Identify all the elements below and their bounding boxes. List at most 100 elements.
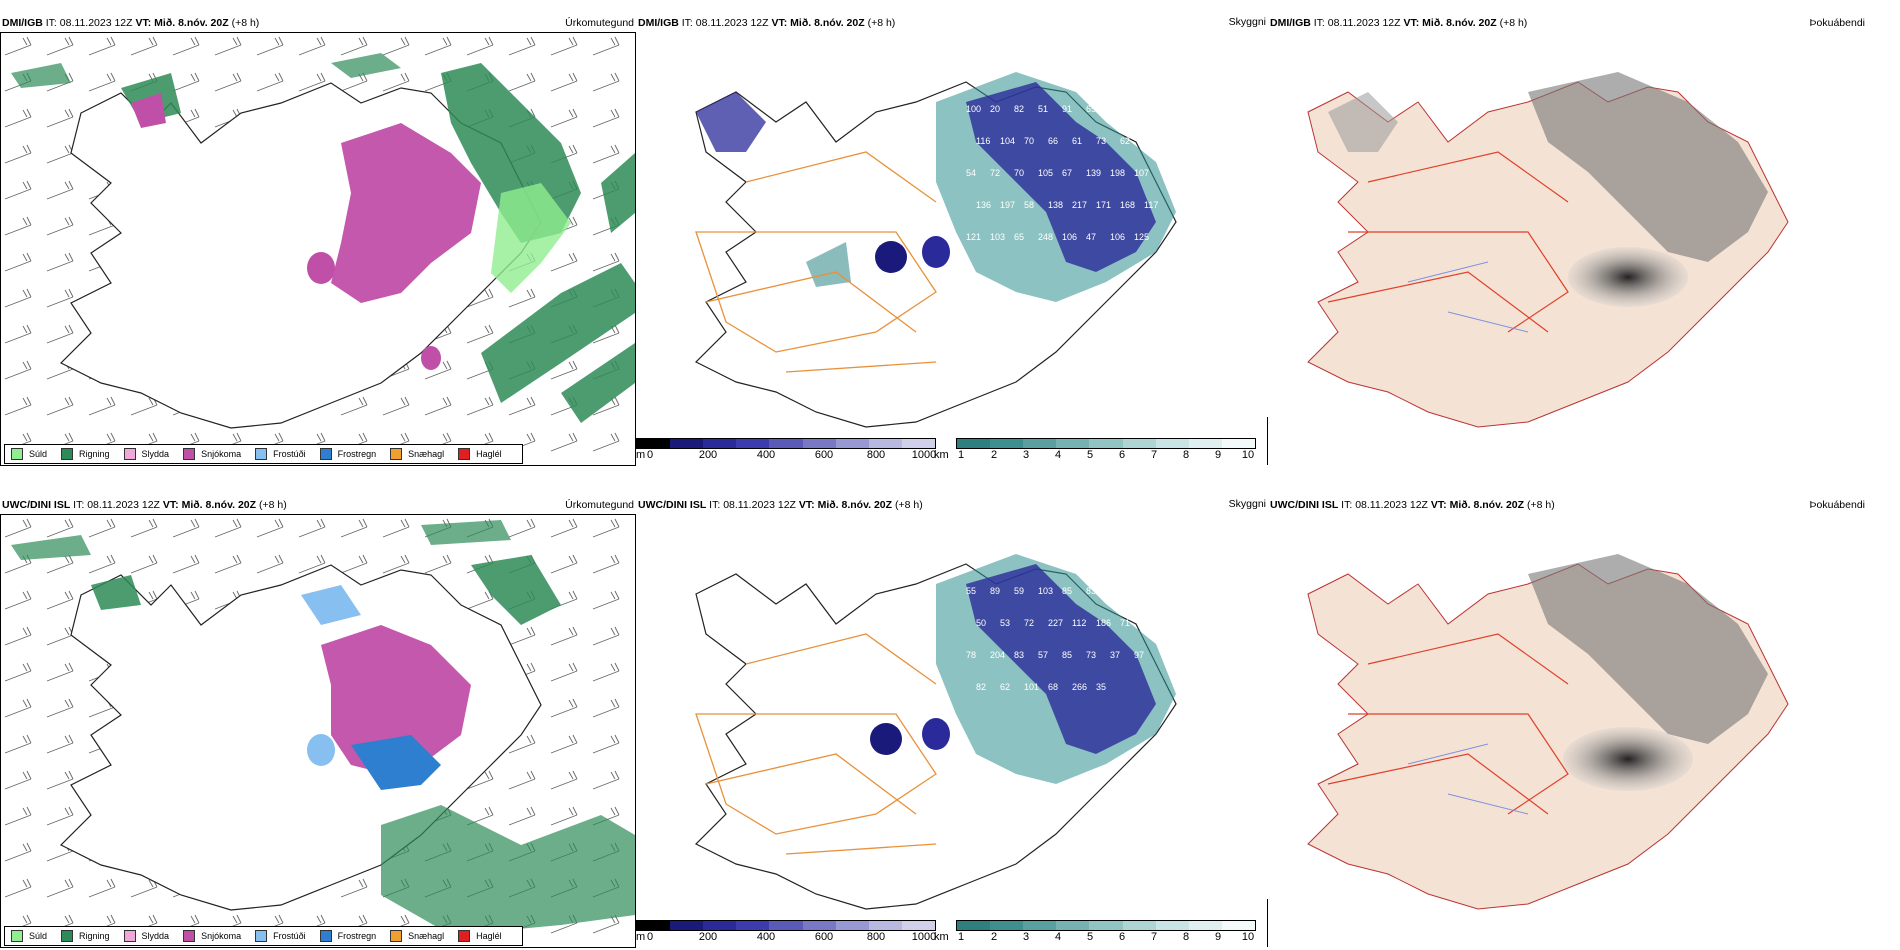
visibility-value-label: 57 (1038, 650, 1048, 660)
tick-label: 9 (1214, 931, 1222, 943)
tick-label: 8 (1182, 449, 1190, 461)
visibility-value-label: 83 (1086, 586, 1096, 596)
unit-label: m (636, 449, 646, 461)
tick-label: 7 (1150, 931, 1158, 943)
visibility-value-label: 82 (1014, 104, 1024, 114)
tick-label: 600 (814, 449, 834, 461)
fog-panel-row2: UWC/DINI ISL IT: 08.11.2023 12Z VT: Mið.… (1268, 496, 1900, 948)
visibility-value-label: 100 (966, 104, 981, 114)
visibility-colorbar-m: m 0 200 400 600 800 1000 (636, 920, 936, 945)
visibility-value-label: 106 (1062, 232, 1077, 242)
visibility-value-label: 227 (1048, 618, 1063, 628)
panel-title: DMI/IGB IT: 08.11.2023 12Z VT: Mið. 8.nó… (1270, 17, 1528, 29)
visibility-value-label: 125 (1134, 232, 1149, 242)
precip-map (0, 514, 636, 948)
tick-label: 1000 (911, 449, 937, 461)
visibility-value-label: 66 (1048, 136, 1058, 146)
visibility-value-label: 45 (1134, 586, 1144, 596)
visibility-value-label: 97 (1134, 650, 1144, 660)
legend-item: Súld (11, 448, 47, 460)
visibility-value-label: 139 (1086, 168, 1101, 178)
tick-label: 7 (1150, 449, 1158, 461)
visibility-map: 55 89 59 103 85 83 48 45 50 53 72 227 112 186 71 89 78 20… (636, 514, 1268, 914)
tick-label: 800 (866, 931, 886, 943)
tick-label: 1000 (911, 931, 937, 943)
visibility-value-label: 65 (1086, 104, 1096, 114)
visibility-value-label: 91 (1062, 104, 1072, 114)
visibility-value-label: 48 (1110, 586, 1120, 596)
visibility-value-labels: 100 20 82 51 91 65 59 89 116 104 70 66 61 73 62 57 54 72 7… (966, 104, 1158, 242)
tick-label: 8 (1182, 931, 1190, 943)
panel-title: DMI/IGB IT: 08.11.2023 12Z VT: Mið. 8.nó… (2, 17, 260, 29)
visibility-map: 100 20 82 51 91 65 59 89 116 104 70 66 61 73 62 57 54 72 7… (636, 32, 1268, 432)
tick-label: 400 (756, 931, 776, 943)
panel-variable-name: Skyggni (1228, 16, 1266, 28)
visibility-value-label: 85 (1062, 650, 1072, 660)
colorbar-km-bar (956, 920, 1256, 931)
visibility-svg-row1: 100 20 82 51 91 65 59 89 116 104 70 66 61 73 62 57 54 72 7… (694, 72, 1177, 428)
visibility-value-label: 47 (1086, 232, 1096, 242)
visibility-value-label: 89 (990, 586, 1000, 596)
visibility-value-label: 197 (1000, 200, 1015, 210)
visibility-colorbar-m: m 0 200 400 600 800 1000 (636, 438, 936, 463)
tick-label: 1 (957, 931, 965, 943)
visibility-value-label: 101 (1024, 682, 1039, 692)
visibility-value-label: 104 (1000, 136, 1015, 146)
panel-variable-name: Úrkomutegund (565, 17, 634, 29)
unit-label: km (934, 931, 949, 943)
visibility-value-label: 89 (1134, 104, 1144, 114)
precip-map (0, 32, 636, 466)
colorbar-m-bar (636, 920, 936, 931)
visibility-value-label: 68 (1048, 682, 1058, 692)
visibility-value-label: 55 (966, 586, 976, 596)
tick-label: 200 (698, 449, 718, 461)
visibility-value-label: 204 (990, 650, 1005, 660)
unit-label: m (636, 931, 646, 943)
visibility-value-label: 71 (1120, 618, 1130, 628)
tick-label: 200 (698, 931, 718, 943)
visibility-value-label: 59 (1014, 586, 1024, 596)
visibility-value-label: 37 (1110, 650, 1120, 660)
legend-item: Rigning (61, 930, 110, 942)
panel-variable-name: Skyggni (1228, 498, 1266, 510)
tick-label: 1 (957, 449, 965, 461)
fog-panel-row1: DMI/IGB IT: 08.11.2023 12Z VT: Mið. 8.nó… (1268, 14, 1900, 466)
panel-variable-name: Úrkomutegund (565, 499, 634, 511)
visibility-value-label: 186 (1096, 618, 1111, 628)
tick-label: 0 (646, 449, 654, 461)
precip-legend: Súld Rigning Slydda Snjókoma Frostúði Fr… (4, 926, 523, 946)
visibility-value-label: 72 (990, 168, 1000, 178)
visibility-value-label: 50 (976, 618, 986, 628)
precip-type-panel-row1: DMI/IGB IT: 08.11.2023 12Z VT: Mið. 8.nó… (0, 14, 636, 466)
precip-legend: Súld Rigning Slydda Snjókoma Frostúði Fr… (4, 444, 523, 464)
tick-label: 3 (1022, 931, 1030, 943)
visibility-value-label: 73 (1086, 650, 1096, 660)
fog-map (1268, 514, 1900, 914)
tick-label: 4 (1054, 449, 1062, 461)
panel-variable-name: Þokuábendi (1809, 499, 1865, 511)
legend-item: Súld (11, 930, 47, 942)
visibility-value-label: 59 (1110, 104, 1120, 114)
legend-item: Haglél (458, 930, 502, 942)
visibility-value-label: 248 (1038, 232, 1053, 242)
visibility-colorbar-km: km 1 2 3 4 5 6 7 8 9 10 (934, 920, 1256, 945)
legend-item: Snæhagl (390, 448, 444, 460)
visibility-value-label: 53 (1000, 618, 1010, 628)
visibility-value-label: 78 (966, 650, 976, 660)
tick-label: 3 (1022, 449, 1030, 461)
tick-label: 4 (1054, 931, 1062, 943)
visibility-value-label: 89 (1144, 618, 1154, 628)
visibility-value-label: 106 (1110, 232, 1125, 242)
visibility-value-label: 266 (1072, 682, 1087, 692)
tick-label: 2 (990, 449, 998, 461)
colorbar-km-bar (956, 438, 1256, 449)
tick-label: 2 (990, 931, 998, 943)
legend-item: Frostregn (319, 930, 376, 942)
visibility-panel-row2: UWC/DINI ISL IT: 08.11.2023 12Z VT: Mið.… (636, 496, 1327, 948)
visibility-value-label: 54 (966, 168, 976, 178)
visibility-value-label: 72 (1024, 618, 1034, 628)
visibility-value-label: 168 (1120, 200, 1135, 210)
visibility-value-label: 116 (976, 136, 990, 146)
visibility-svg-row2: 55 89 59 103 85 83 48 45 50 53 72 227 112 186 71 89 78 20… (694, 554, 1177, 910)
visibility-value-label: 121 (966, 232, 981, 242)
